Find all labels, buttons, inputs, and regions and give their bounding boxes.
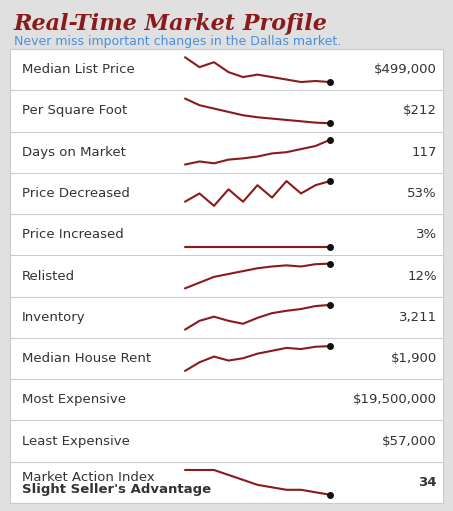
Text: $1,900: $1,900 (391, 352, 437, 365)
Text: 53%: 53% (407, 187, 437, 200)
Text: Most Expensive: Most Expensive (22, 393, 126, 406)
Text: 12%: 12% (407, 269, 437, 283)
Text: Never miss important changes in the Dallas market.: Never miss important changes in the Dall… (14, 35, 341, 48)
Text: Slight Seller's Advantage: Slight Seller's Advantage (22, 483, 211, 496)
Text: Per Square Foot: Per Square Foot (22, 104, 127, 118)
Text: 117: 117 (411, 146, 437, 159)
FancyBboxPatch shape (10, 49, 443, 503)
Text: Real-Time Market Profile: Real-Time Market Profile (14, 13, 328, 35)
Text: $57,000: $57,000 (382, 434, 437, 448)
Text: 3%: 3% (416, 228, 437, 241)
Text: Median House Rent: Median House Rent (22, 352, 151, 365)
Text: Median List Price: Median List Price (22, 63, 135, 76)
Text: $212: $212 (403, 104, 437, 118)
Text: $19,500,000: $19,500,000 (353, 393, 437, 406)
Text: Days on Market: Days on Market (22, 146, 126, 159)
Text: Relisted: Relisted (22, 269, 75, 283)
Text: Least Expensive: Least Expensive (22, 434, 130, 448)
Text: Price Decreased: Price Decreased (22, 187, 130, 200)
Text: Market Action Index: Market Action Index (22, 471, 155, 484)
Text: Inventory: Inventory (22, 311, 86, 324)
Text: $499,000: $499,000 (374, 63, 437, 76)
Text: 34: 34 (419, 476, 437, 489)
Text: 3,211: 3,211 (399, 311, 437, 324)
Text: Price Increased: Price Increased (22, 228, 124, 241)
